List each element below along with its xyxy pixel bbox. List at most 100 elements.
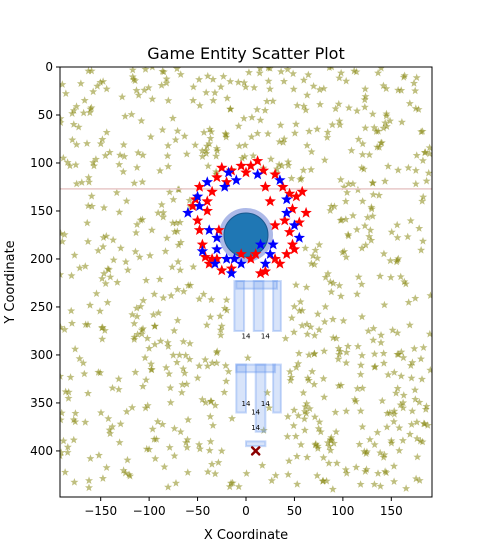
blue-star [259,257,272,269]
background-star [277,67,286,75]
background-star [94,368,103,376]
blue-star [251,168,264,180]
background-star [195,294,204,303]
x-tick-label: 50 [287,504,302,518]
background-star [216,331,225,339]
y-tick-label: 250 [30,300,53,314]
background-star [166,398,175,406]
background-star [417,127,426,136]
background-star [165,369,174,378]
background-star [63,442,72,451]
background-star [367,204,376,213]
background-star [328,315,337,323]
red-star [296,185,308,197]
background-star [376,272,385,280]
background-star [247,113,256,121]
background-star [108,422,117,431]
background-star [307,259,316,268]
background-star [279,138,288,146]
background-star [324,269,332,278]
background-star [71,409,80,417]
background-stars [60,67,432,493]
background-star [426,291,432,299]
structure-label: 14 [251,408,260,416]
background-star [168,114,177,122]
red-star [286,238,299,250]
background-star [134,148,143,157]
background-star [125,470,134,479]
red-star [193,181,206,192]
background-star [114,374,123,383]
red-star [216,264,228,276]
background-star [360,221,369,230]
background-star [283,67,292,73]
background-star [170,424,179,432]
background-star [182,379,191,388]
background-star [241,82,250,91]
background-star [397,372,406,380]
red-star [206,185,218,197]
background-star [211,401,220,409]
red-star [220,176,233,187]
red-star [257,164,270,176]
background-star [388,326,397,334]
background-star [131,247,140,256]
blue-star [211,243,223,255]
background-star [393,233,402,241]
background-star [381,177,389,185]
background-star [299,166,308,174]
background-star [240,78,249,87]
structures [233,280,282,448]
background-star [119,140,128,149]
red-star [269,253,281,264]
background-star [219,72,228,80]
background-star [240,152,249,161]
background-star [85,108,94,117]
background-star [198,146,207,155]
background-star [121,257,130,266]
background-star [60,372,65,380]
background-star [80,369,89,378]
background-star [165,443,174,451]
background-star [411,179,420,188]
background-star [292,452,301,460]
background-star [91,155,100,163]
background-star [411,395,420,403]
background-star [122,407,131,416]
background-star [295,306,304,315]
background-star [350,67,359,75]
background-star [301,105,310,114]
background-star [399,353,408,362]
background-star [128,72,137,81]
background-star [80,96,89,104]
background-star [180,369,189,377]
background-star [340,182,349,191]
background-star [241,141,250,149]
background-star [106,272,115,281]
background-star [342,348,351,356]
background-star [203,361,212,370]
background-star [244,68,253,76]
background-star [275,137,284,146]
background-star [179,337,188,346]
background-star [418,156,427,164]
background-star [208,358,217,367]
background-star [264,129,272,138]
background-star [321,302,330,311]
background-star [60,80,67,88]
background-star [185,196,194,204]
red-star [283,226,296,237]
background-star [102,232,111,240]
background-star [133,330,142,338]
background-star [290,129,299,137]
background-star [77,178,86,186]
background-star [335,281,344,289]
background-star [94,246,103,255]
background-star [234,78,243,86]
background-star [106,429,115,438]
background-star [159,212,168,221]
background-star [411,166,420,174]
background-star [316,100,324,108]
background-star [189,262,198,271]
background-star [60,230,69,239]
